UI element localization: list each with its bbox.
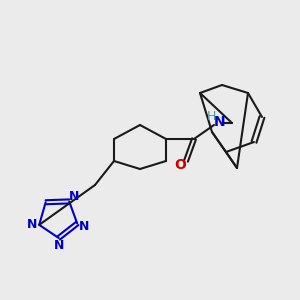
Text: N: N [79,220,89,233]
Text: N: N [27,218,38,231]
Text: N: N [69,190,80,203]
Text: H: H [206,110,216,124]
Text: O: O [174,158,186,172]
Text: N: N [53,239,64,253]
Text: N: N [214,115,226,129]
